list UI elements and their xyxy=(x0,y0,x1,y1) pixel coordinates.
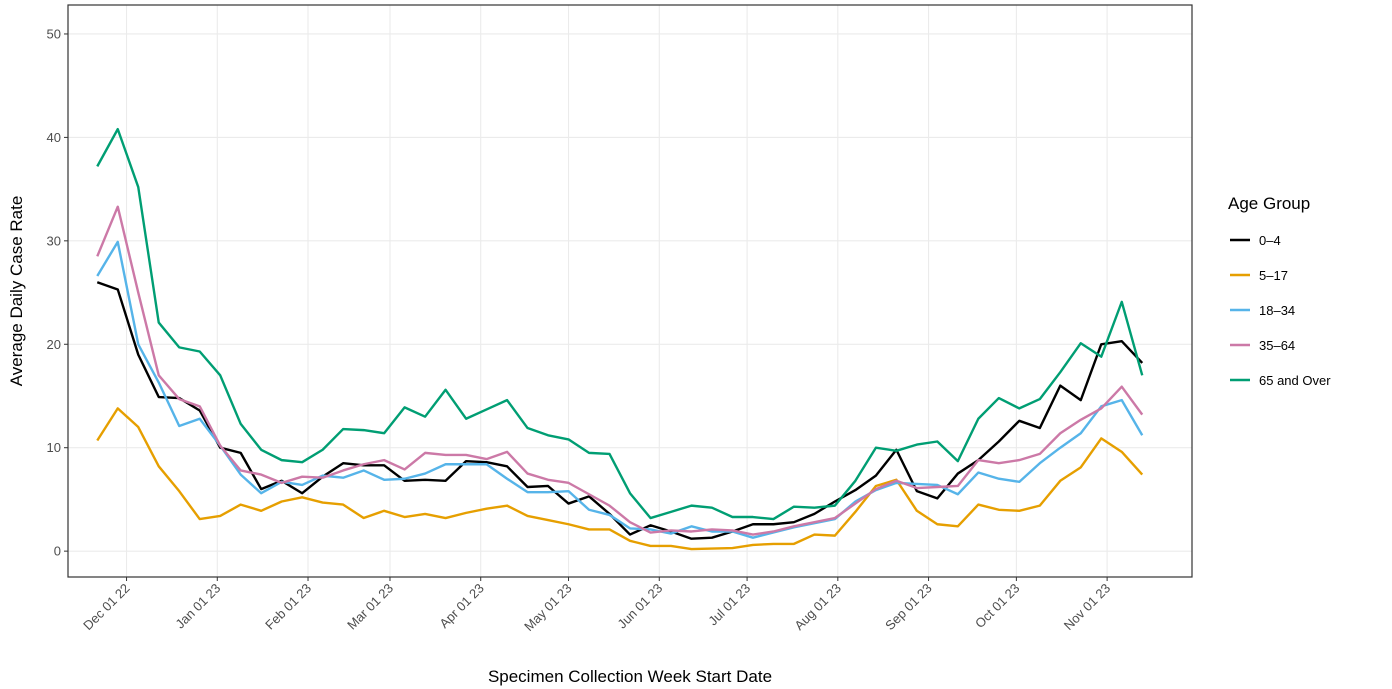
series-line xyxy=(96,407,1144,551)
x-tick-label: Jan 01 23 xyxy=(172,581,223,632)
legend-label: 5–17 xyxy=(1259,268,1288,283)
plot-border xyxy=(67,4,1193,578)
plot-panel xyxy=(68,5,1192,577)
y-tick-label: 0 xyxy=(54,544,61,559)
series-line xyxy=(96,240,1144,539)
x-tick-label: Dec 01 22 xyxy=(80,581,133,634)
series-line xyxy=(96,281,1144,540)
y-axis-title: Average Daily Case Rate xyxy=(7,196,26,387)
x-tick-label: Feb 01 23 xyxy=(262,581,314,633)
x-tick-label: Nov 01 23 xyxy=(1061,581,1114,634)
series-line xyxy=(96,127,1144,521)
x-tick-label: May 01 23 xyxy=(521,581,575,635)
legend-label: 35–64 xyxy=(1259,338,1295,353)
x-tick-label: Sep 01 23 xyxy=(882,581,935,634)
y-tick-label: 50 xyxy=(47,26,61,41)
legend-title: Age Group xyxy=(1228,194,1310,213)
x-tick-label: Oct 01 23 xyxy=(972,581,1022,631)
legend-label: 65 and Over xyxy=(1259,373,1331,388)
series-line xyxy=(96,205,1144,536)
legend-label: 18–34 xyxy=(1259,303,1295,318)
y-tick-label: 40 xyxy=(47,130,61,145)
x-tick-label: Jun 01 23 xyxy=(614,581,665,632)
x-tick-label: Aug 01 23 xyxy=(791,581,844,634)
x-axis-title: Specimen Collection Week Start Date xyxy=(488,667,772,686)
x-tick-label: Apr 01 23 xyxy=(436,581,486,631)
x-tick-label: Mar 01 23 xyxy=(344,581,396,633)
y-tick-label: 30 xyxy=(47,233,61,248)
y-tick-label: 10 xyxy=(47,440,61,455)
x-tick-label: Jul 01 23 xyxy=(705,581,753,629)
y-tick-label: 20 xyxy=(47,337,61,352)
legend-label: 0–4 xyxy=(1259,233,1281,248)
